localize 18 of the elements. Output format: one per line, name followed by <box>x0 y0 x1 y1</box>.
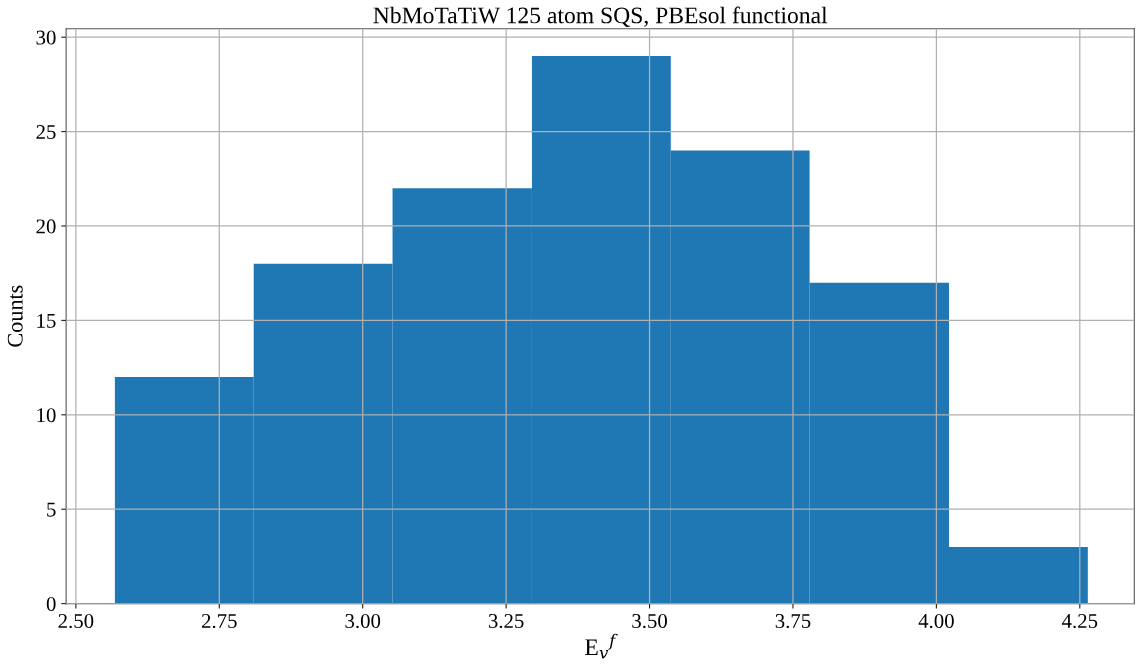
x-tick-label: 3.50 <box>632 613 667 629</box>
y-tick-label: 25 <box>36 125 56 140</box>
y-tick-label: 20 <box>36 219 56 234</box>
x-tick-label: 2.50 <box>58 613 94 629</box>
chart-title: NbMoTaTiW 125 atom SQS, PBEsol functional <box>373 6 828 27</box>
x-tick-label: 3.75 <box>775 614 811 629</box>
y-tick-label: 0 <box>46 597 56 612</box>
x-tick-label: 2.75 <box>201 614 237 629</box>
y-axis-title: Counts <box>7 285 23 347</box>
y-tick-label: 10 <box>37 408 56 423</box>
x-tick-label: 3.25 <box>488 614 524 629</box>
x-axis-title: E$_{v}$$^{f}$ <box>585 633 618 659</box>
y-tick-label: 5 <box>47 502 56 517</box>
x-tick-label: 4.25 <box>1061 614 1098 629</box>
x-tick-label: 4.00 <box>918 613 954 629</box>
x-tick-label: 3.00 <box>345 613 381 629</box>
y-tick-label: 15 <box>37 313 56 328</box>
y-tick-label: 30 <box>36 30 56 45</box>
